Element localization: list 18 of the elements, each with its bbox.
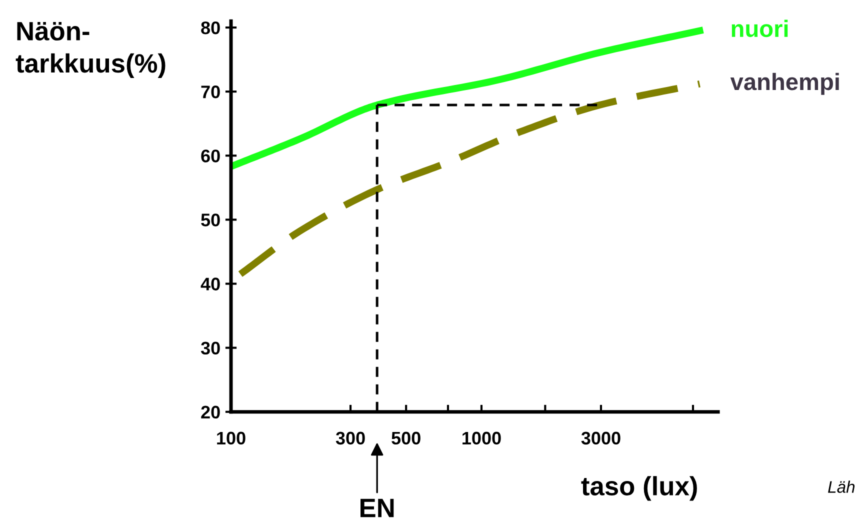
y-tick-label: 40 (200, 278, 220, 290)
series-label: vanhempi (730, 72, 839, 95)
text: Läh (828, 480, 855, 493)
x-tick-label: 300 (336, 432, 365, 445)
y-tick-label: 50 (201, 214, 220, 226)
y-tick-label: 80 (201, 21, 220, 34)
x-tick-label: 3000 (581, 432, 620, 445)
x-tick-label: 1000 (462, 432, 501, 445)
y-tick-label: 30 (200, 342, 220, 355)
y-tick-label: 70 (201, 86, 220, 98)
y-axis-title: Näön- tarkkuus(%) (16, 22, 166, 78)
x-tick-label: 100 (217, 432, 246, 445)
series-label: nuori (732, 20, 788, 38)
x-axis-title: taso (lux) (581, 476, 697, 501)
y-tick-label: 60 (201, 150, 220, 162)
x-tick-label: 500 (392, 432, 420, 445)
y-tick-label: 20 (201, 406, 220, 419)
ref-line-label: EN (360, 498, 394, 518)
